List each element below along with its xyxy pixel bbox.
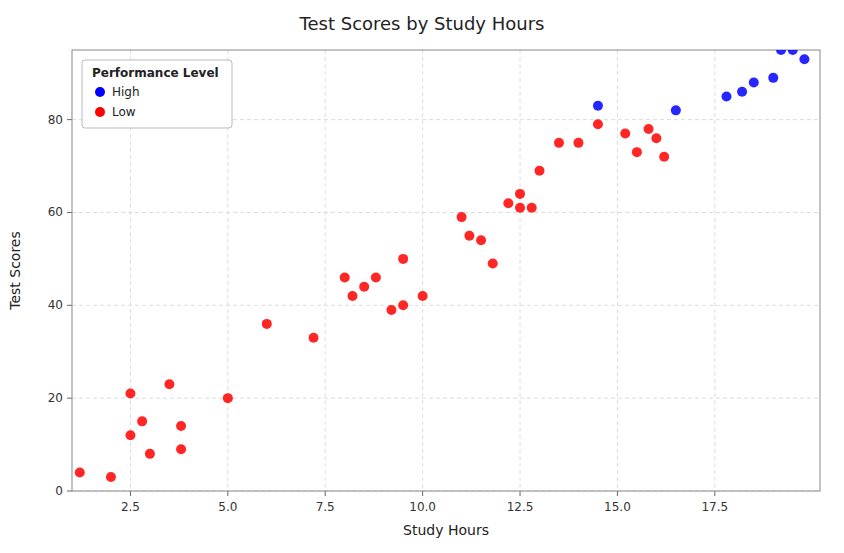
y-tick: [67, 491, 72, 492]
point: [573, 138, 583, 148]
x-tick-label: 12.5: [507, 500, 534, 514]
x-tick: [325, 491, 326, 496]
legend-marker: [95, 107, 105, 117]
point: [386, 305, 396, 315]
chart-svg: 2.5 5.0 7.5 10.0 12.5 15.0 17.5 0 20 40 60 80 Test S…: [0, 0, 844, 553]
point: [371, 272, 381, 282]
x-tick: [227, 491, 228, 496]
point: [359, 282, 369, 292]
y-grid-line: [72, 305, 820, 306]
point: [799, 54, 809, 64]
point: [749, 77, 759, 87]
point: [340, 272, 350, 282]
y-tick: [67, 119, 72, 120]
y-axis-label: Test Scores: [7, 231, 23, 311]
point: [527, 203, 537, 213]
y-grid-line: [72, 212, 820, 213]
point: [348, 291, 358, 301]
legend-title: Performance Level: [92, 66, 219, 80]
point: [620, 129, 630, 139]
y-tick: [67, 398, 72, 399]
x-tick-label: 15.0: [604, 500, 631, 514]
points: [75, 50, 810, 482]
point: [644, 124, 654, 134]
point: [503, 198, 513, 208]
point: [75, 467, 85, 477]
x-tick-label: 5.0: [218, 500, 237, 514]
y-tick-label: 80: [48, 113, 63, 127]
point: [776, 50, 786, 55]
series-high: [593, 50, 809, 115]
x-tick-label: 10.0: [409, 500, 436, 514]
point: [788, 50, 798, 55]
legend-entry: High: [112, 85, 140, 99]
y-tick-label: 20: [48, 391, 63, 405]
point: [223, 393, 233, 403]
point: [515, 203, 525, 213]
point: [106, 472, 116, 482]
x-tick: [617, 491, 618, 496]
point: [671, 105, 681, 115]
x-tick-label: 7.5: [316, 500, 335, 514]
point: [125, 389, 135, 399]
x-tick-label: 17.5: [701, 500, 728, 514]
chart-container: 2.5 5.0 7.5 10.0 12.5 15.0 17.5 0 20 40 60 80 Test S…: [0, 0, 844, 553]
point: [651, 133, 661, 143]
x-grid-line: [520, 50, 521, 491]
point: [768, 73, 778, 83]
x-axis-label: Study Hours: [403, 522, 489, 538]
point: [476, 235, 486, 245]
point: [418, 291, 428, 301]
x-grid-line: [325, 50, 326, 491]
plot-frame: [72, 50, 820, 491]
point: [659, 152, 669, 162]
y-tick-label: 40: [48, 298, 63, 312]
point: [137, 416, 147, 426]
point: [262, 319, 272, 329]
point: [309, 333, 319, 343]
point: [488, 259, 498, 269]
plot-background: [72, 50, 820, 491]
y-tick: [67, 305, 72, 306]
y-tick-label: 0: [55, 484, 63, 498]
point: [515, 189, 525, 199]
x-tick: [130, 491, 131, 496]
x-grid-line: [714, 50, 715, 491]
point: [176, 421, 186, 431]
axes: 2.5 5.0 7.5 10.0 12.5 15.0 17.5 0 20 40 60 80: [48, 50, 820, 514]
point: [737, 87, 747, 97]
legend-entry: Low: [112, 105, 136, 119]
point: [632, 147, 642, 157]
legend: Performance Level High Low: [82, 60, 232, 128]
point: [535, 166, 545, 176]
point: [176, 444, 186, 454]
series-low: [75, 119, 669, 482]
chart-title: Test Scores by Study Hours: [299, 13, 545, 34]
legend-marker: [95, 87, 105, 97]
y-tick: [67, 212, 72, 213]
point: [145, 449, 155, 459]
x-tick-label: 2.5: [121, 500, 140, 514]
point: [554, 138, 564, 148]
y-grid-line: [72, 398, 820, 399]
point: [398, 300, 408, 310]
point: [722, 91, 732, 101]
x-grid-line: [422, 50, 423, 491]
point: [457, 212, 467, 222]
x-grid-line: [617, 50, 618, 491]
point: [164, 379, 174, 389]
point: [593, 119, 603, 129]
point: [398, 254, 408, 264]
point: [125, 430, 135, 440]
point: [593, 101, 603, 111]
grid: [72, 50, 820, 491]
x-tick: [520, 491, 521, 496]
y-tick-label: 60: [48, 205, 63, 219]
x-tick: [422, 491, 423, 496]
point: [464, 231, 474, 241]
legend-box: [82, 60, 232, 128]
x-tick: [714, 491, 715, 496]
